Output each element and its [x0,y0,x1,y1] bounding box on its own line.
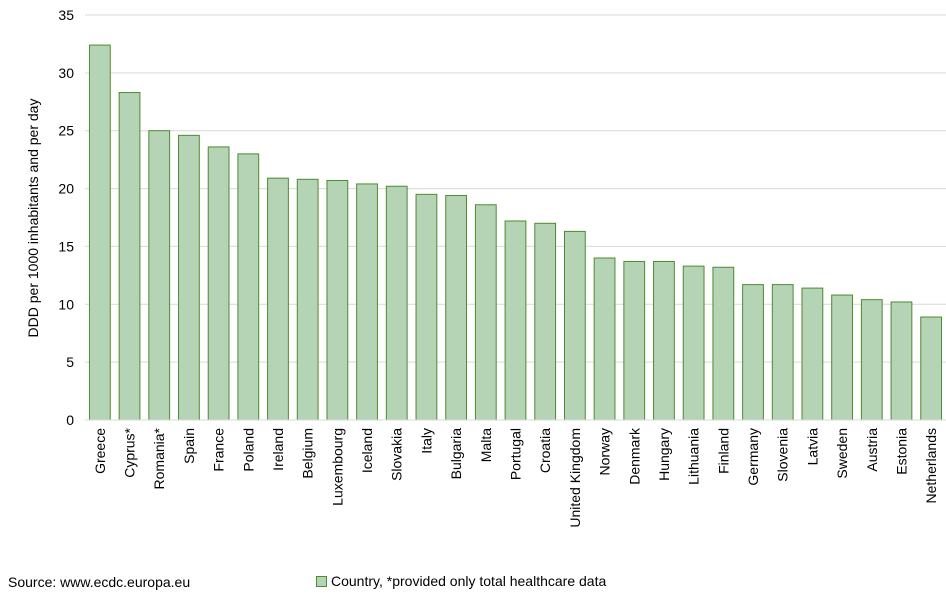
x-tick-label: Finland [715,428,731,474]
legend: Country, *provided only total healthcare… [316,573,606,589]
bar-iceland [356,183,378,421]
bar-portugal [504,220,527,421]
x-tick-label: Bulgaria [448,428,464,480]
x-tick-label: Austria [864,428,880,472]
bar-spain [178,134,200,421]
bar-ireland [267,177,289,421]
bar-united-kingdom [563,230,586,421]
x-tick-label: Portugal [508,428,524,480]
x-tick-label: Estonia [893,428,909,475]
y-tick-label: 0 [66,412,74,428]
bar-italy [415,193,438,421]
legend-swatch [316,575,327,587]
bar-croatia [534,222,557,421]
x-tick-label: Hungary [656,428,672,481]
x-tick-label: Lithuania [686,428,702,485]
y-tick-label: 35 [58,7,74,23]
bar-estonia [890,301,913,421]
x-tick-label: Denmark [626,427,642,485]
bar-france [207,146,230,421]
x-tick-label: Greece [92,428,108,474]
bar-luxembourg [326,179,349,421]
x-tick-label: Slovenia [775,428,791,482]
y-tick-label: 15 [58,238,74,254]
x-tick-label: Iceland [359,428,375,473]
x-tick-label: United Kingdom [567,428,583,528]
bar-finland [712,266,735,421]
y-axis-label: DDD per 1000 inhabitants and per day [25,99,41,338]
x-tick-label: Slovakia [389,428,405,481]
bar-austria [860,299,883,421]
bar-lithuania [682,265,705,421]
x-tick-label: Italy [418,428,434,454]
x-tick-label: Poland [240,428,256,472]
x-tick-label: France [211,428,227,472]
y-tick-label: 5 [66,354,74,370]
bar-bulgaria [445,195,468,421]
x-tick-label: Sweden [834,428,850,479]
legend-label: Country, *provided only total healthcare… [331,573,607,589]
y-tick-label: 20 [58,181,74,197]
bar-netherlands [920,316,943,421]
x-tick-label: Croatia [537,428,553,473]
source-note: Source: www.ecdc.europa.eu [8,574,191,590]
x-tick-label: Norway [597,428,613,475]
bar-hungary [653,260,675,421]
x-tick-label: Belgium [300,428,316,479]
bar-greece [88,44,111,421]
x-tick-label: Netherlands [923,428,939,504]
x-tick-label: Ireland [270,428,286,471]
x-axis-ticks: Greece Cyprus* Romania* Spain France Poland Ir… [92,427,939,528]
bar-cyprus [118,92,141,421]
bar-malta [474,204,497,421]
x-tick-label: Cyprus* [122,427,138,477]
bar-norway [593,257,616,421]
y-tick-label: 10 [58,296,74,312]
bar-romania [148,130,171,421]
bar-slovenia [771,284,794,421]
bar-slovakia [385,185,408,421]
bar-chart: 0 5 10 15 20 25 30 35 Greece Cyprus* Romania* Spai… [25,7,946,528]
bar-latvia [801,287,824,421]
x-tick-label: Luxembourg [329,428,345,506]
bar-poland [237,153,260,421]
y-tick-label: 30 [58,65,74,81]
x-tick-label: Romania* [151,427,167,489]
x-tick-label: Germany [745,428,761,486]
x-tick-label: Spain [181,428,197,464]
x-tick-label: Latvia [804,428,820,466]
y-tick-label: 25 [58,123,74,139]
x-tick-label: Malta [478,428,494,462]
bars [88,44,943,421]
bar-belgium [296,178,319,421]
bar-sweden [831,294,853,421]
y-axis-ticks: 0 5 10 15 20 25 30 35 [58,7,74,428]
bar-germany [742,284,764,421]
bar-denmark [623,260,646,421]
